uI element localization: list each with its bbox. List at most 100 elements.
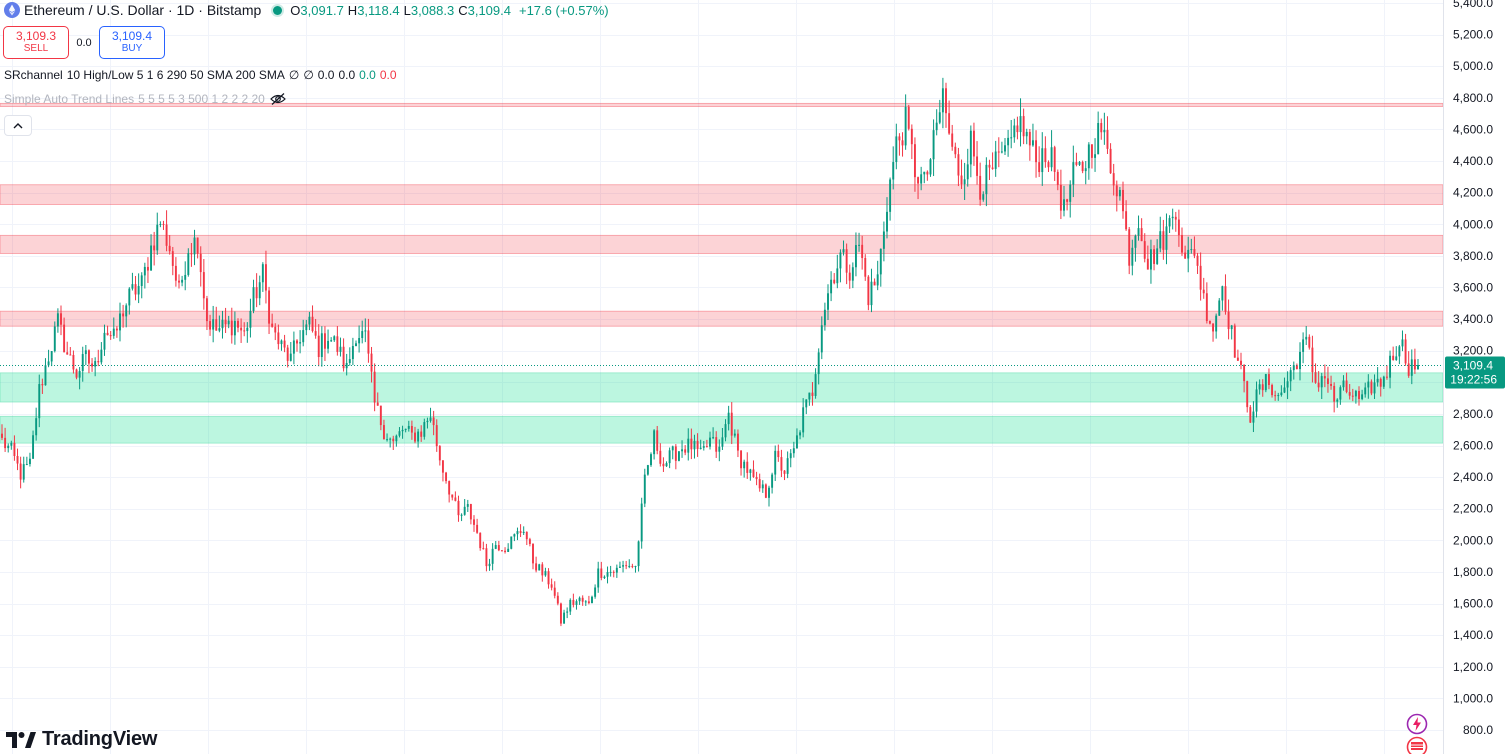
ohlc-close-label: C bbox=[458, 2, 468, 18]
candle bbox=[895, 123, 898, 170]
candle bbox=[448, 480, 451, 503]
buy-button[interactable]: 3,109.4 BUY bbox=[99, 26, 165, 59]
candle bbox=[920, 166, 923, 191]
candle bbox=[227, 315, 230, 329]
candle bbox=[261, 262, 264, 292]
candle bbox=[538, 563, 541, 571]
candle bbox=[1050, 130, 1053, 172]
candle bbox=[522, 526, 525, 536]
candle bbox=[1059, 169, 1062, 220]
candle bbox=[845, 243, 848, 285]
candle bbox=[783, 470, 786, 481]
price-tick-label: 5,000.0 bbox=[1453, 59, 1493, 73]
candle bbox=[1373, 374, 1376, 400]
candle bbox=[1283, 377, 1286, 394]
candle bbox=[727, 405, 730, 431]
candle bbox=[376, 392, 379, 406]
candle bbox=[786, 451, 789, 479]
candle bbox=[1134, 234, 1137, 262]
candle bbox=[125, 303, 128, 328]
candle bbox=[140, 272, 143, 299]
price-tick-label: 3,800.0 bbox=[1453, 249, 1493, 263]
candle bbox=[917, 176, 920, 200]
candle bbox=[504, 547, 507, 554]
symbol-title[interactable]: Ethereum / U.S. Dollar · 1D · Bitstamp bbox=[24, 2, 262, 18]
candle bbox=[628, 559, 631, 569]
candle bbox=[591, 595, 593, 604]
candle bbox=[842, 240, 845, 256]
candle bbox=[886, 197, 888, 239]
candle bbox=[1240, 352, 1242, 370]
candle bbox=[1165, 213, 1168, 265]
price-tick-label: 2,400.0 bbox=[1453, 470, 1493, 484]
candle bbox=[342, 338, 345, 372]
candle bbox=[637, 540, 640, 572]
candle bbox=[1078, 160, 1081, 166]
candle bbox=[1056, 169, 1059, 191]
price-axis[interactable]: 800.0 1,000.0 1,200.0 1,400.0 1,600.0 1,800.0… bbox=[1443, 0, 1506, 754]
indicator-trendlines[interactable]: Simple Auto Trend Lines 5 5 5 5 3 500 1 … bbox=[4, 92, 287, 106]
tradingview-logo[interactable]: TradingView bbox=[6, 728, 157, 751]
spread-value: 0.0 bbox=[76, 36, 92, 49]
candle bbox=[286, 344, 289, 368]
lightning-icon[interactable] bbox=[1406, 713, 1428, 735]
collapse-legend-button[interactable] bbox=[4, 115, 32, 136]
candle bbox=[749, 468, 752, 481]
news-flag-icon[interactable] bbox=[1406, 736, 1428, 754]
candle bbox=[1252, 401, 1255, 433]
candle bbox=[221, 310, 224, 339]
candle bbox=[1345, 372, 1348, 394]
countdown-label: 19:22:56 bbox=[1450, 373, 1497, 387]
candle bbox=[606, 566, 609, 584]
candle bbox=[1007, 129, 1010, 157]
candle bbox=[889, 177, 892, 221]
candle bbox=[184, 261, 187, 291]
candle bbox=[1031, 123, 1034, 147]
candle bbox=[87, 349, 90, 374]
candle bbox=[473, 515, 475, 532]
candle bbox=[168, 235, 171, 255]
candle bbox=[1333, 382, 1336, 413]
candle bbox=[1066, 198, 1069, 211]
candle bbox=[63, 317, 66, 353]
price-tick-label: 2,200.0 bbox=[1453, 502, 1493, 516]
candle bbox=[948, 100, 951, 135]
candle bbox=[988, 159, 991, 181]
candle bbox=[966, 148, 969, 187]
candle bbox=[755, 471, 758, 486]
candle bbox=[690, 428, 693, 460]
candle bbox=[299, 330, 302, 354]
candle bbox=[808, 392, 811, 406]
candle bbox=[1097, 111, 1100, 155]
candle bbox=[777, 444, 780, 462]
candle bbox=[1128, 226, 1131, 275]
candle bbox=[22, 456, 25, 483]
candle bbox=[137, 273, 140, 304]
candle bbox=[69, 347, 72, 356]
candle bbox=[1168, 215, 1171, 234]
candle bbox=[923, 171, 926, 184]
candle bbox=[650, 452, 652, 467]
candle bbox=[1044, 136, 1047, 168]
resistance-zone bbox=[0, 184, 1444, 205]
candle bbox=[1215, 313, 1218, 339]
candle bbox=[684, 445, 687, 456]
candle bbox=[323, 326, 326, 361]
candle bbox=[1330, 375, 1333, 390]
resistance-zone bbox=[0, 234, 1444, 254]
candle bbox=[1087, 142, 1090, 180]
candle bbox=[1162, 219, 1165, 260]
candle bbox=[516, 527, 519, 541]
candle bbox=[401, 425, 404, 439]
candle bbox=[1041, 132, 1044, 186]
candle bbox=[1320, 372, 1323, 400]
candle bbox=[1118, 186, 1121, 201]
candle bbox=[432, 410, 435, 436]
indicator-srchannel[interactable]: SRchannel 10 High/Low 5 1 6 290 50 SMA 2… bbox=[4, 68, 401, 82]
sell-button[interactable]: 3,109.3 SELL bbox=[3, 26, 69, 59]
last-price-label: 3,109.4 bbox=[1453, 359, 1493, 373]
eye-hidden-icon[interactable] bbox=[269, 92, 287, 106]
candle bbox=[802, 398, 805, 438]
candle bbox=[594, 584, 597, 599]
